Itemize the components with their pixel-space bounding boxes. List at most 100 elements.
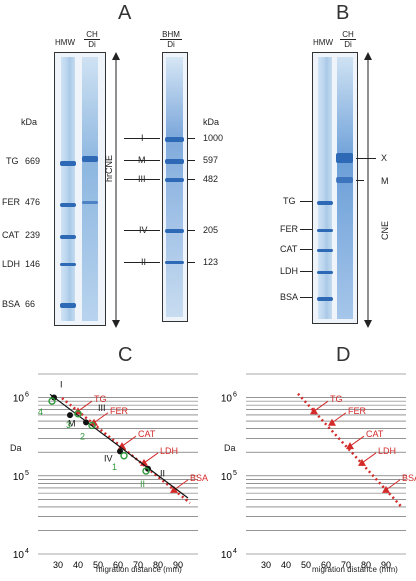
marker-fer: FER	[2, 197, 20, 207]
panel-a-letter: A	[118, 2, 132, 24]
gel-b	[312, 52, 358, 324]
band-m	[165, 159, 184, 164]
green-point	[88, 421, 96, 430]
x-tick-label: 30	[261, 560, 271, 570]
b-complex-m: M	[381, 176, 389, 186]
gel-lane-hmw	[61, 57, 75, 321]
marker-ldh: LDH	[2, 259, 21, 269]
complex-label: I	[60, 380, 63, 390]
complex-label: M	[68, 418, 76, 428]
complex-point	[117, 448, 123, 455]
complex-i: I	[141, 133, 144, 143]
tick-i	[124, 138, 160, 139]
complexes-fit-line	[49, 393, 189, 499]
tick-iii	[124, 179, 160, 180]
standard-leader	[385, 479, 401, 491]
marker-tg: TG	[6, 156, 19, 166]
gel-a-bhm	[162, 52, 188, 322]
x-tick-label: 80	[153, 560, 163, 570]
x-tick-label: 50	[93, 560, 103, 570]
band-b-ldh	[317, 271, 333, 274]
complex-point	[83, 419, 89, 426]
band-b-tg	[317, 201, 333, 205]
complex-i-kda: 1000	[203, 133, 224, 143]
band-chdi-1	[82, 156, 98, 162]
green-label: 4	[38, 407, 43, 417]
marker-bsa: BSA	[2, 299, 21, 309]
standard-label: BSA	[402, 473, 416, 483]
x-tick-label: 70	[341, 560, 351, 570]
marker-cat-kda: 239	[25, 230, 41, 240]
tick-iv-right	[187, 230, 195, 231]
standard-leader	[331, 412, 347, 424]
standard-leader	[143, 452, 159, 464]
lane-hmw-label: HMW	[55, 38, 75, 47]
complex-iv-kda: 205	[203, 225, 219, 235]
d-xlabel: migration distance (mm)	[312, 565, 398, 574]
b-tick-fer	[300, 229, 312, 230]
b-marker-bsa: BSA	[280, 292, 299, 302]
standard-label: TG	[94, 394, 107, 404]
standard-label: FER	[348, 406, 367, 416]
cne-arrow	[364, 52, 372, 328]
standard-label: CAT	[138, 429, 156, 439]
band-tg	[60, 161, 76, 166]
complex-iii: III	[138, 174, 146, 184]
y-tick-exp: 5	[25, 470, 29, 477]
marker-fer-kda: 476	[25, 197, 41, 207]
standard-leader	[361, 452, 377, 464]
marker-ldh-kda: 146	[25, 259, 41, 269]
y-tick-exp: 4	[25, 548, 29, 555]
y-tick-label: 10	[13, 394, 25, 405]
lane-chdi-label-a: CH Di	[84, 30, 100, 49]
green-label: 3	[66, 420, 71, 430]
tick-i-right	[187, 138, 195, 139]
green-point	[74, 410, 82, 418]
b-marker-cat: CAT	[280, 244, 298, 254]
panel-c-letter: C	[118, 344, 133, 366]
green-point	[120, 452, 128, 460]
d-ylabel: Da	[224, 443, 236, 453]
y-tick-label: 10	[221, 472, 233, 483]
y-tick-label: 10	[221, 550, 233, 561]
complex-ii-kda: 123	[203, 257, 219, 267]
complex-ii: II	[141, 257, 147, 267]
complex-point	[51, 394, 57, 401]
band-b-x	[336, 153, 353, 163]
x-tick-label: 80	[361, 560, 371, 570]
x-tick-label: 90	[173, 560, 183, 570]
x-tick-label: 60	[321, 560, 331, 570]
y-tick-label: 10	[13, 550, 25, 561]
green-point	[48, 397, 56, 405]
band-ii	[165, 261, 184, 264]
complex-m: M	[138, 155, 146, 165]
x-tick-label: 50	[301, 560, 311, 570]
lane-bhm-bottom: Di	[160, 39, 182, 49]
y-tick-exp: 5	[233, 470, 237, 477]
kda-label-right: kDa	[203, 117, 220, 127]
tick-iv	[124, 230, 160, 231]
lane-bhm-top: BHM	[162, 30, 180, 39]
gel-b-lane-chdi	[337, 57, 353, 319]
y-tick-exp: 6	[25, 392, 29, 399]
complex-iii-kda: 482	[203, 174, 219, 184]
green-label: 2	[80, 431, 85, 441]
band-iv	[165, 229, 184, 233]
standard-leader	[121, 435, 137, 447]
gel-b-lane-hmw	[318, 57, 332, 319]
standard-leader	[93, 412, 109, 424]
green-point	[142, 467, 150, 475]
x-tick-label: 40	[281, 560, 291, 570]
x-tick-label: 30	[53, 560, 63, 570]
band-chdi-2	[82, 201, 98, 204]
lane-chdi-label-b: CH Di	[340, 30, 356, 49]
marker-cat: CAT	[2, 230, 20, 240]
b-tick-ldh	[300, 271, 312, 272]
band-b-m	[336, 177, 353, 183]
standard-label: FER	[110, 406, 129, 416]
hrcne-arrow	[112, 52, 120, 328]
panel-d-letter: D	[336, 344, 351, 366]
